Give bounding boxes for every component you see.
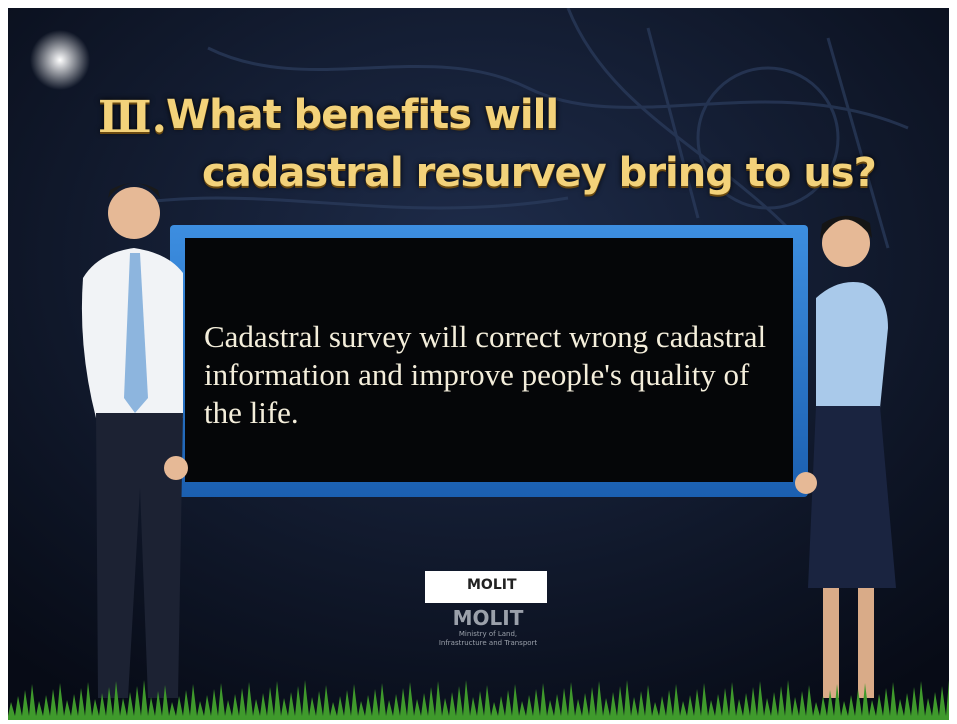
sparkle [30,30,90,90]
logo-subtitle-line: Infrastructure and Transport [418,639,558,648]
logo-badge: MOLIT [425,571,547,603]
logo-subtitle: Ministry of Land, Infrastructure and Tra… [418,630,558,648]
logo-name: MOLIT [438,606,538,630]
board-text: Cadastral survey will correct wrong cada… [204,318,784,432]
title-line: What benefits will [166,92,558,138]
page: {"header": {"numeral": "Ⅲ.", "title_line… [0,0,957,724]
slide: Ⅲ. What benefits will cadastral resurvey… [8,8,949,720]
title-line: cadastral resurvey bring to us? [202,150,876,196]
badge-text: MOLIT [467,577,517,593]
section-numeral: Ⅲ. [98,92,167,143]
logo-subtitle-line: Ministry of Land, [418,630,558,639]
